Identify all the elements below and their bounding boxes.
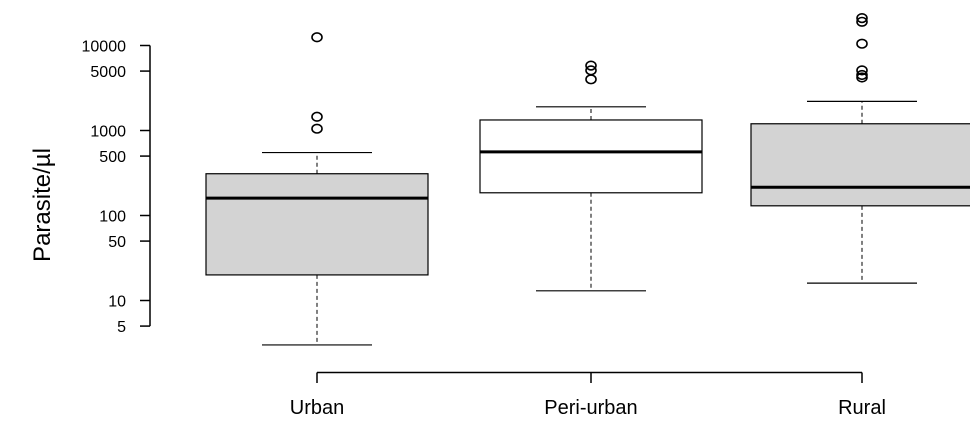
iqr-box — [205, 173, 429, 276]
boxes — [205, 13, 970, 346]
x-tick-label: Rural — [838, 397, 886, 419]
y-tick-label: 5000 — [90, 64, 126, 81]
box-group — [205, 32, 429, 346]
outlier-point — [585, 60, 597, 71]
y-axis-title: Parasite/µl — [29, 148, 56, 262]
x-tick-label: Peri-urban — [544, 397, 637, 419]
outlier-point — [311, 123, 323, 134]
y-tick-label: 10000 — [82, 39, 127, 56]
outlier-point — [311, 111, 323, 122]
outlier-point — [856, 16, 868, 27]
iqr-box — [750, 123, 970, 207]
x-tick-label: Urban — [290, 397, 344, 419]
box-group — [479, 60, 703, 292]
x-axis: Urban Peri-urban Rural — [290, 371, 886, 419]
outlier-point — [856, 38, 868, 49]
outlier-point — [856, 13, 868, 24]
y-axis: 5 10 50 100 500 1000 5000 10000 — [82, 39, 151, 336]
iqr-box — [479, 119, 703, 194]
y-tick-label: 500 — [99, 149, 126, 166]
outlier-point — [585, 74, 597, 85]
y-tick-label: 10 — [108, 294, 126, 311]
y-tick-label: 50 — [108, 234, 126, 251]
y-tick-label: 1000 — [90, 124, 126, 141]
outlier-point — [856, 72, 868, 83]
outlier-point — [311, 32, 323, 43]
y-tick-label: 100 — [99, 209, 126, 226]
box-group — [750, 13, 970, 284]
outlier-point — [856, 65, 868, 76]
y-tick-label: 5 — [117, 319, 126, 336]
